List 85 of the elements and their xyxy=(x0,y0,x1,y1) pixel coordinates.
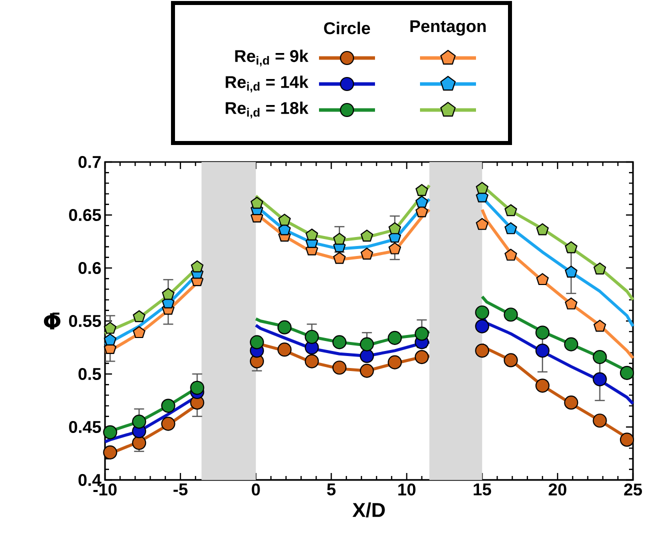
x-tick-label: -10 xyxy=(93,484,117,496)
point xyxy=(304,330,319,344)
point xyxy=(504,248,518,261)
point xyxy=(333,252,346,264)
point xyxy=(360,337,374,352)
point xyxy=(535,344,550,358)
point xyxy=(504,204,518,216)
point xyxy=(360,230,374,242)
point xyxy=(594,262,606,274)
y-tick-label: 0.4 xyxy=(78,474,102,486)
x-axis-title: X/D xyxy=(352,502,385,518)
point xyxy=(360,248,374,260)
point xyxy=(161,398,176,413)
point xyxy=(416,184,428,196)
point xyxy=(535,378,550,393)
point xyxy=(103,445,118,460)
point xyxy=(103,425,118,440)
point xyxy=(250,196,264,209)
point xyxy=(250,335,264,350)
point xyxy=(132,436,146,450)
point xyxy=(594,320,606,332)
point xyxy=(504,353,518,368)
point xyxy=(476,218,488,230)
point xyxy=(504,222,518,234)
point xyxy=(277,320,292,334)
point xyxy=(132,310,146,322)
point xyxy=(104,334,116,346)
point xyxy=(132,414,146,429)
y-tick-label: 0.6 xyxy=(78,262,101,274)
point xyxy=(190,260,204,272)
point xyxy=(564,266,578,278)
point xyxy=(564,396,578,410)
legend-label: Re$_{i,d}$ = 18k xyxy=(226,102,308,118)
point xyxy=(536,273,549,286)
point xyxy=(388,222,402,234)
point xyxy=(332,360,346,375)
point xyxy=(132,326,146,338)
y-tick-label: 0.5 xyxy=(78,368,102,380)
text: Circle xyxy=(324,22,370,34)
point xyxy=(414,350,429,364)
point xyxy=(190,380,204,395)
point xyxy=(416,196,428,208)
point xyxy=(304,354,319,368)
point xyxy=(161,416,176,431)
point xyxy=(535,326,550,340)
point xyxy=(277,342,292,357)
point xyxy=(306,228,318,241)
point xyxy=(564,337,578,352)
y-tick-label: 0.55 xyxy=(69,314,101,328)
point xyxy=(332,335,346,350)
point xyxy=(476,182,488,194)
point xyxy=(333,232,346,245)
point xyxy=(162,288,174,300)
y-tick-label: 0.7 xyxy=(78,156,101,168)
point xyxy=(414,326,429,341)
point xyxy=(564,241,578,254)
y-tick-label: 0.65 xyxy=(69,208,101,222)
x-tick-label: 20 xyxy=(548,484,566,496)
point xyxy=(592,414,607,428)
text: Pentagon xyxy=(410,20,486,36)
point xyxy=(278,214,291,226)
x-tick-label: 10 xyxy=(398,484,416,496)
point xyxy=(475,305,490,320)
x-tick-label: -5 xyxy=(174,484,188,496)
point xyxy=(564,297,578,310)
point xyxy=(592,372,607,386)
legend-label: Re$_{i,d}$ = 14k xyxy=(226,76,308,92)
x-tick-label: 5 xyxy=(327,484,336,496)
point xyxy=(360,364,374,378)
point xyxy=(592,350,607,364)
point xyxy=(388,242,402,254)
x-tick-label: 0 xyxy=(252,484,260,496)
x-tick-label: 15 xyxy=(474,484,492,496)
point xyxy=(475,344,490,358)
point xyxy=(504,308,518,322)
point xyxy=(388,330,402,345)
point xyxy=(104,322,116,334)
x-tick-label: 25 xyxy=(624,484,642,496)
legend-label: Re$_{i,d}$ = 9k xyxy=(235,50,308,66)
y-axis-title: Φ̄ xyxy=(44,312,60,330)
point xyxy=(360,348,374,364)
point xyxy=(388,355,402,370)
point xyxy=(536,223,549,236)
y-tick-label: 0.45 xyxy=(69,420,101,434)
point xyxy=(475,319,490,334)
